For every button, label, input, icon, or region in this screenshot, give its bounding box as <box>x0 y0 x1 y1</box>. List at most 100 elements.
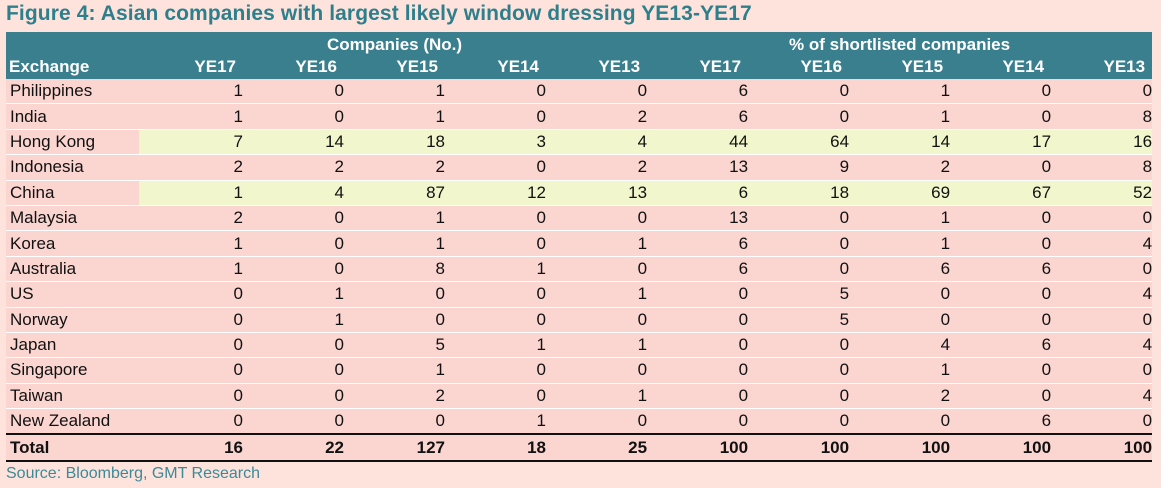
table-cell: 1 <box>445 256 546 283</box>
group-header-row: Companies (No.) % of shortlisted compani… <box>6 32 1153 55</box>
table-cell: 0 <box>950 281 1052 308</box>
table-cell: 87 <box>344 180 445 206</box>
table-cell: 1 <box>344 357 445 384</box>
table-cell: 16 <box>1051 129 1153 156</box>
table-cell: 0 <box>546 205 648 232</box>
table-cell: 1 <box>546 230 648 257</box>
table-cell: 0 <box>1051 79 1153 105</box>
table-cell: 100 <box>1051 433 1153 462</box>
table-cell: 2 <box>344 154 445 181</box>
table-row: India 1 0 1 0 2 6 0 1 0 8 <box>6 103 1153 130</box>
table-cell: 2 <box>546 103 648 130</box>
table-cell: 0 <box>1051 205 1153 232</box>
row-label: US <box>6 281 142 308</box>
table-cell: 2 <box>142 205 243 232</box>
row-label: China <box>6 180 142 206</box>
row-label: Hong Kong <box>6 129 142 156</box>
table-cell: 100 <box>950 433 1052 462</box>
group-header-companies: Companies (No.) <box>327 35 463 54</box>
table-cell: 0 <box>748 103 850 130</box>
table-row: Korea 1 0 1 0 1 6 0 1 0 4 <box>6 230 1153 257</box>
table-cell: 0 <box>243 256 344 283</box>
table-cell: 0 <box>142 332 243 359</box>
column-header-ye15: YE15 <box>901 57 944 76</box>
table-row: Taiwan 0 0 2 0 1 0 0 2 0 4 <box>6 383 1153 410</box>
table-cell: 0 <box>748 79 850 105</box>
table-cell: 7 <box>142 129 243 156</box>
table-cell: 0 <box>647 332 749 359</box>
table-row: Indonesia 2 2 2 0 2 13 9 2 0 8 <box>6 154 1153 181</box>
table-cell: 0 <box>748 230 850 257</box>
row-label: Philippines <box>6 79 142 105</box>
table-body: Philippines 1 0 1 0 0 6 0 1 0 0 India 1 0 1 0 2 6 0 1 0 8 Hong… <box>6 79 1153 462</box>
table-cell: 13 <box>647 154 749 181</box>
table-cell: 5 <box>748 307 850 333</box>
table-cell: 3 <box>445 129 546 156</box>
table-cell: 0 <box>546 256 648 283</box>
table-cell: 0 <box>445 383 546 410</box>
table-cell: 0 <box>445 205 546 232</box>
table-cell: 4 <box>546 129 648 156</box>
table-cell: 25 <box>546 433 648 462</box>
row-label: Norway <box>6 307 142 333</box>
table-cell: 0 <box>748 256 850 283</box>
table-row: Philippines 1 0 1 0 0 6 0 1 0 0 <box>6 79 1153 105</box>
table-cell: 0 <box>849 408 951 435</box>
table-cell: 1 <box>849 357 951 384</box>
table-cell: 2 <box>849 383 951 410</box>
table-cell: 2 <box>849 154 951 181</box>
table-cell: 2 <box>344 383 445 410</box>
table-cell: 0 <box>142 357 243 384</box>
table-cell: 12 <box>445 180 546 206</box>
table-cell: 8 <box>1051 154 1153 181</box>
table-cell: 44 <box>647 129 749 156</box>
table-cell: 6 <box>849 256 951 283</box>
row-label: Korea <box>6 230 142 257</box>
table-cell: 0 <box>1051 357 1153 384</box>
table-cell: 14 <box>243 129 344 156</box>
figure-title: Figure 4: Asian companies with largest l… <box>6 2 752 25</box>
table-cell: 1 <box>142 256 243 283</box>
table-cell: 16 <box>142 433 243 462</box>
table-cell: 0 <box>243 357 344 384</box>
table-cell: 5 <box>344 332 445 359</box>
table-cell: 0 <box>950 154 1052 181</box>
table-cell: 4 <box>1051 332 1153 359</box>
table-cell: 0 <box>243 103 344 130</box>
table-cell: 0 <box>748 383 850 410</box>
table-cell: 64 <box>748 129 850 156</box>
table-cell: 0 <box>950 383 1052 410</box>
table-cell: 18 <box>344 129 445 156</box>
table-cell: 1 <box>849 205 951 232</box>
data-table: Companies (No.) % of shortlisted compani… <box>6 32 1153 462</box>
table-cell: 0 <box>243 383 344 410</box>
table-cell: 0 <box>647 307 749 333</box>
table-cell: 100 <box>748 433 850 462</box>
table-row: Singapore 0 0 1 0 0 0 0 1 0 0 <box>6 357 1153 384</box>
table-cell: 1 <box>546 332 648 359</box>
table-cell: 0 <box>344 307 445 333</box>
column-header-ye14: YE14 <box>1002 57 1045 76</box>
column-header-ye17: YE17 <box>194 57 236 76</box>
table-cell: 18 <box>748 180 850 206</box>
row-label: India <box>6 103 142 130</box>
group-header-percent: % of shortlisted companies <box>789 35 1011 54</box>
table-cell: 8 <box>344 256 445 283</box>
table-cell: 6 <box>647 79 749 105</box>
row-label: Malaysia <box>6 205 142 232</box>
row-label: New Zealand <box>6 408 142 435</box>
table-cell: 0 <box>950 357 1052 384</box>
table-cell: 8 <box>1051 103 1153 130</box>
table-cell: 4 <box>849 332 951 359</box>
table-cell: 1 <box>344 103 445 130</box>
table-cell: 1 <box>142 230 243 257</box>
table-cell: 18 <box>445 433 546 462</box>
table-cell: 0 <box>546 79 648 105</box>
table-cell: 1 <box>445 408 546 435</box>
table-cell: 0 <box>445 230 546 257</box>
table-cell: 0 <box>748 357 850 384</box>
table-cell: 17 <box>950 129 1052 156</box>
table-cell: 0 <box>445 103 546 130</box>
table-cell: 0 <box>142 408 243 435</box>
table-cell: 69 <box>849 180 951 206</box>
